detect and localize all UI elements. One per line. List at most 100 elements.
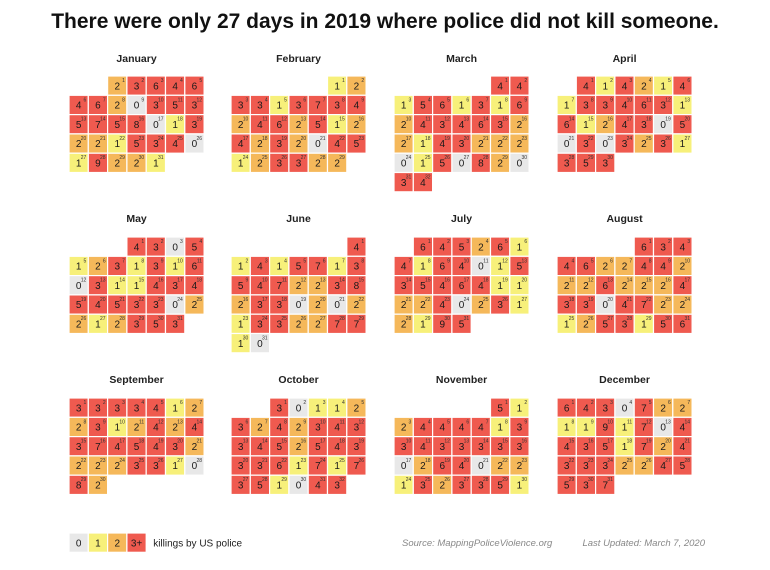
day-cell: 125 — [326, 455, 348, 476]
day-value: 4 — [680, 242, 686, 253]
day-cell: 310 — [393, 436, 414, 457]
day-cell: 317 — [249, 294, 271, 315]
day-value: 1 — [420, 262, 426, 273]
day-value: 1 — [134, 262, 140, 273]
day-number: 3 — [687, 239, 690, 245]
day-cell: 829 — [68, 474, 89, 496]
day-cell: 415 — [556, 436, 577, 457]
day-value: 3 — [401, 442, 407, 453]
day-value: 4 — [564, 262, 570, 273]
day-value: 4 — [660, 461, 666, 472]
day-cell: 32 — [145, 236, 167, 257]
day-cell: 226 — [288, 313, 309, 335]
day-number: 1 — [649, 239, 652, 245]
day-cell: 411 — [326, 416, 348, 438]
day-value: 3 — [276, 319, 282, 330]
day-cell: 716 — [87, 436, 109, 457]
day-value: 5 — [238, 281, 244, 292]
day-value: 3 — [517, 442, 523, 453]
day-cell: 115 — [326, 113, 348, 135]
day-value: 3 — [257, 300, 263, 311]
month-title: January — [116, 53, 156, 65]
day-value: 0 — [478, 461, 484, 472]
day-number: 22 — [139, 297, 145, 303]
day-cell: 49 — [652, 255, 674, 277]
day-number: 11 — [262, 117, 267, 123]
day-number: 18 — [569, 297, 575, 303]
day-cell: 04 — [614, 397, 635, 418]
day-number: 18 — [425, 136, 431, 142]
day-cell: 617 — [451, 275, 472, 296]
day-number: 20 — [464, 136, 470, 142]
day-value: 1 — [76, 262, 82, 273]
day-cell: 03 — [164, 236, 186, 257]
day-cell: 012 — [68, 275, 89, 296]
day-number: 19 — [444, 458, 450, 464]
day-number: 30 — [607, 155, 613, 161]
day-value: 5 — [459, 242, 465, 253]
day-value: 7 — [641, 442, 647, 453]
month-september: September3132333445162728391102114122134… — [68, 374, 205, 496]
day-number: 17 — [627, 117, 633, 123]
day-value: 5 — [660, 319, 666, 330]
month-july: July614253246516471869410011112513314515… — [393, 213, 530, 335]
day-value: 3 — [238, 442, 244, 453]
day-cell: 33 — [230, 94, 251, 116]
day-value: 4 — [459, 120, 465, 131]
day-value: 5 — [257, 480, 263, 491]
day-number: 4 — [180, 78, 183, 84]
day-cell: 32 — [126, 75, 147, 96]
day-cell: 828 — [470, 152, 492, 174]
day-number: 12 — [502, 258, 508, 264]
day-value: 3 — [114, 262, 120, 273]
day-cell: 019 — [288, 294, 309, 315]
day-cell: 129 — [269, 474, 290, 496]
day-cell: 124 — [230, 152, 251, 174]
day-cell: 513 — [509, 255, 530, 277]
day-value: 4 — [680, 81, 686, 92]
day-number: 18 — [339, 439, 345, 445]
legend-level: 3+ — [131, 538, 143, 549]
day-cell: 511 — [164, 94, 186, 116]
day-value: 3 — [238, 461, 244, 472]
day-cell: 65 — [575, 255, 597, 277]
day-value: 2 — [192, 442, 198, 453]
day-value: 3 — [459, 442, 465, 453]
day-cell: 31 — [68, 397, 89, 418]
day-number: 11 — [197, 258, 202, 264]
day-value: 2 — [478, 242, 484, 253]
day-value: 4 — [583, 81, 589, 92]
day-number: 9 — [591, 419, 594, 425]
day-cell: 34 — [126, 397, 147, 418]
day-value: 5 — [583, 158, 589, 169]
day-value: 3 — [564, 461, 570, 472]
day-cell: 432 — [412, 171, 434, 193]
day-value: 6 — [641, 101, 647, 112]
day-value: 2 — [497, 158, 503, 169]
day-cell: 017 — [145, 113, 167, 135]
day-value: 3 — [153, 300, 159, 311]
day-value: 3 — [95, 403, 101, 414]
day-cell: 528 — [249, 474, 271, 496]
day-number: 7 — [199, 400, 202, 406]
day-value: 0 — [192, 139, 198, 150]
day-value: 5 — [315, 442, 321, 453]
day-cell: 131 — [145, 152, 167, 174]
day-value: 4 — [420, 178, 426, 189]
day-value: 7 — [315, 101, 321, 112]
day-cell-bg — [326, 474, 348, 496]
day-value: 2 — [680, 300, 686, 311]
day-value: 4 — [622, 81, 628, 92]
day-value: 4 — [564, 442, 570, 453]
day-cell-bg — [249, 332, 271, 354]
day-value: 2 — [641, 281, 647, 292]
month-august: August6132434465262748492102112126132142… — [556, 213, 693, 335]
day-value: 4 — [680, 281, 686, 292]
day-number: 27 — [685, 136, 691, 142]
day-cell-bg — [184, 455, 205, 476]
day-cell: 228 — [307, 152, 329, 174]
day-value: 4 — [95, 300, 101, 311]
day-cell: 27 — [249, 416, 271, 438]
day-number: 19 — [665, 117, 671, 123]
day-value: 4 — [439, 281, 445, 292]
